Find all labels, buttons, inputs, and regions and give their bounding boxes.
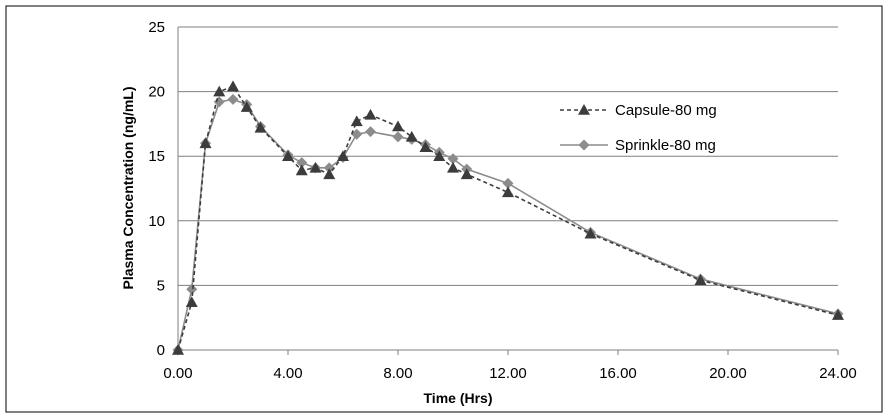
data-point <box>405 130 418 142</box>
data-point <box>351 128 363 140</box>
data-point <box>350 115 363 127</box>
x-tick-label: 16.00 <box>599 365 637 382</box>
legend: Capsule-80 mg Sprinkle-80 mg <box>560 102 717 154</box>
data-point <box>364 108 377 120</box>
data-point <box>296 157 308 169</box>
data-point <box>185 296 198 307</box>
data-point <box>392 131 404 143</box>
data-point <box>254 121 267 133</box>
y-tick-label: 10 <box>148 213 165 230</box>
series-capsule <box>172 80 844 355</box>
y-tick-label: 0 <box>157 342 165 359</box>
data-point <box>447 153 459 165</box>
data-point <box>392 120 404 132</box>
y-axis: 0 5 10 15 20 25 <box>148 19 179 359</box>
x-tick-label: 4.00 <box>273 365 302 382</box>
data-point <box>337 150 349 161</box>
data-point <box>309 161 322 173</box>
legend-label: Capsule-80 mg <box>615 102 717 119</box>
x-tick-label: 20.00 <box>709 365 747 382</box>
data-point <box>365 126 376 138</box>
data-point <box>323 168 336 180</box>
x-axis: 0.00 4.00 8.00 12.00 16.00 20.00 24.00 <box>163 349 857 382</box>
data-point <box>186 283 198 295</box>
x-tick-label: 0.00 <box>163 365 192 382</box>
y-tick-label: 15 <box>148 148 165 165</box>
legend-entry: Capsule-80 mg <box>560 102 717 119</box>
data-point <box>433 150 446 161</box>
data-point <box>447 161 459 173</box>
data-point <box>199 137 212 149</box>
data-point <box>502 177 514 189</box>
data-point <box>295 164 308 176</box>
data-point <box>502 186 514 198</box>
x-tick-label: 24.00 <box>819 365 857 382</box>
data-point <box>282 150 294 161</box>
data-point <box>240 101 253 112</box>
chart-border <box>5 5 883 413</box>
data-point <box>227 80 239 92</box>
data-point <box>694 274 707 286</box>
legend-label: Sprinkle-80 mg <box>615 137 716 154</box>
legend-marker <box>578 104 590 115</box>
data-point <box>213 85 226 97</box>
legend-marker <box>578 139 590 151</box>
y-axis-title: Plasma Concentration (ng/mL) <box>120 86 136 289</box>
data-point <box>584 227 597 239</box>
legend-entry: Sprinkle-80 mg <box>560 137 716 154</box>
data-point <box>460 168 473 180</box>
data-point <box>172 344 184 355</box>
data-point <box>419 141 432 152</box>
x-tick-label: 12.00 <box>489 365 527 382</box>
y-tick-label: 25 <box>148 19 165 36</box>
x-axis-title: Time (Hrs) <box>424 390 493 406</box>
data-point <box>832 309 844 320</box>
y-tick-label: 20 <box>148 84 165 101</box>
series-layer <box>172 80 844 356</box>
x-tick-label: 8.00 <box>383 365 412 382</box>
data-point <box>227 93 239 105</box>
y-tick-label: 5 <box>157 277 165 294</box>
